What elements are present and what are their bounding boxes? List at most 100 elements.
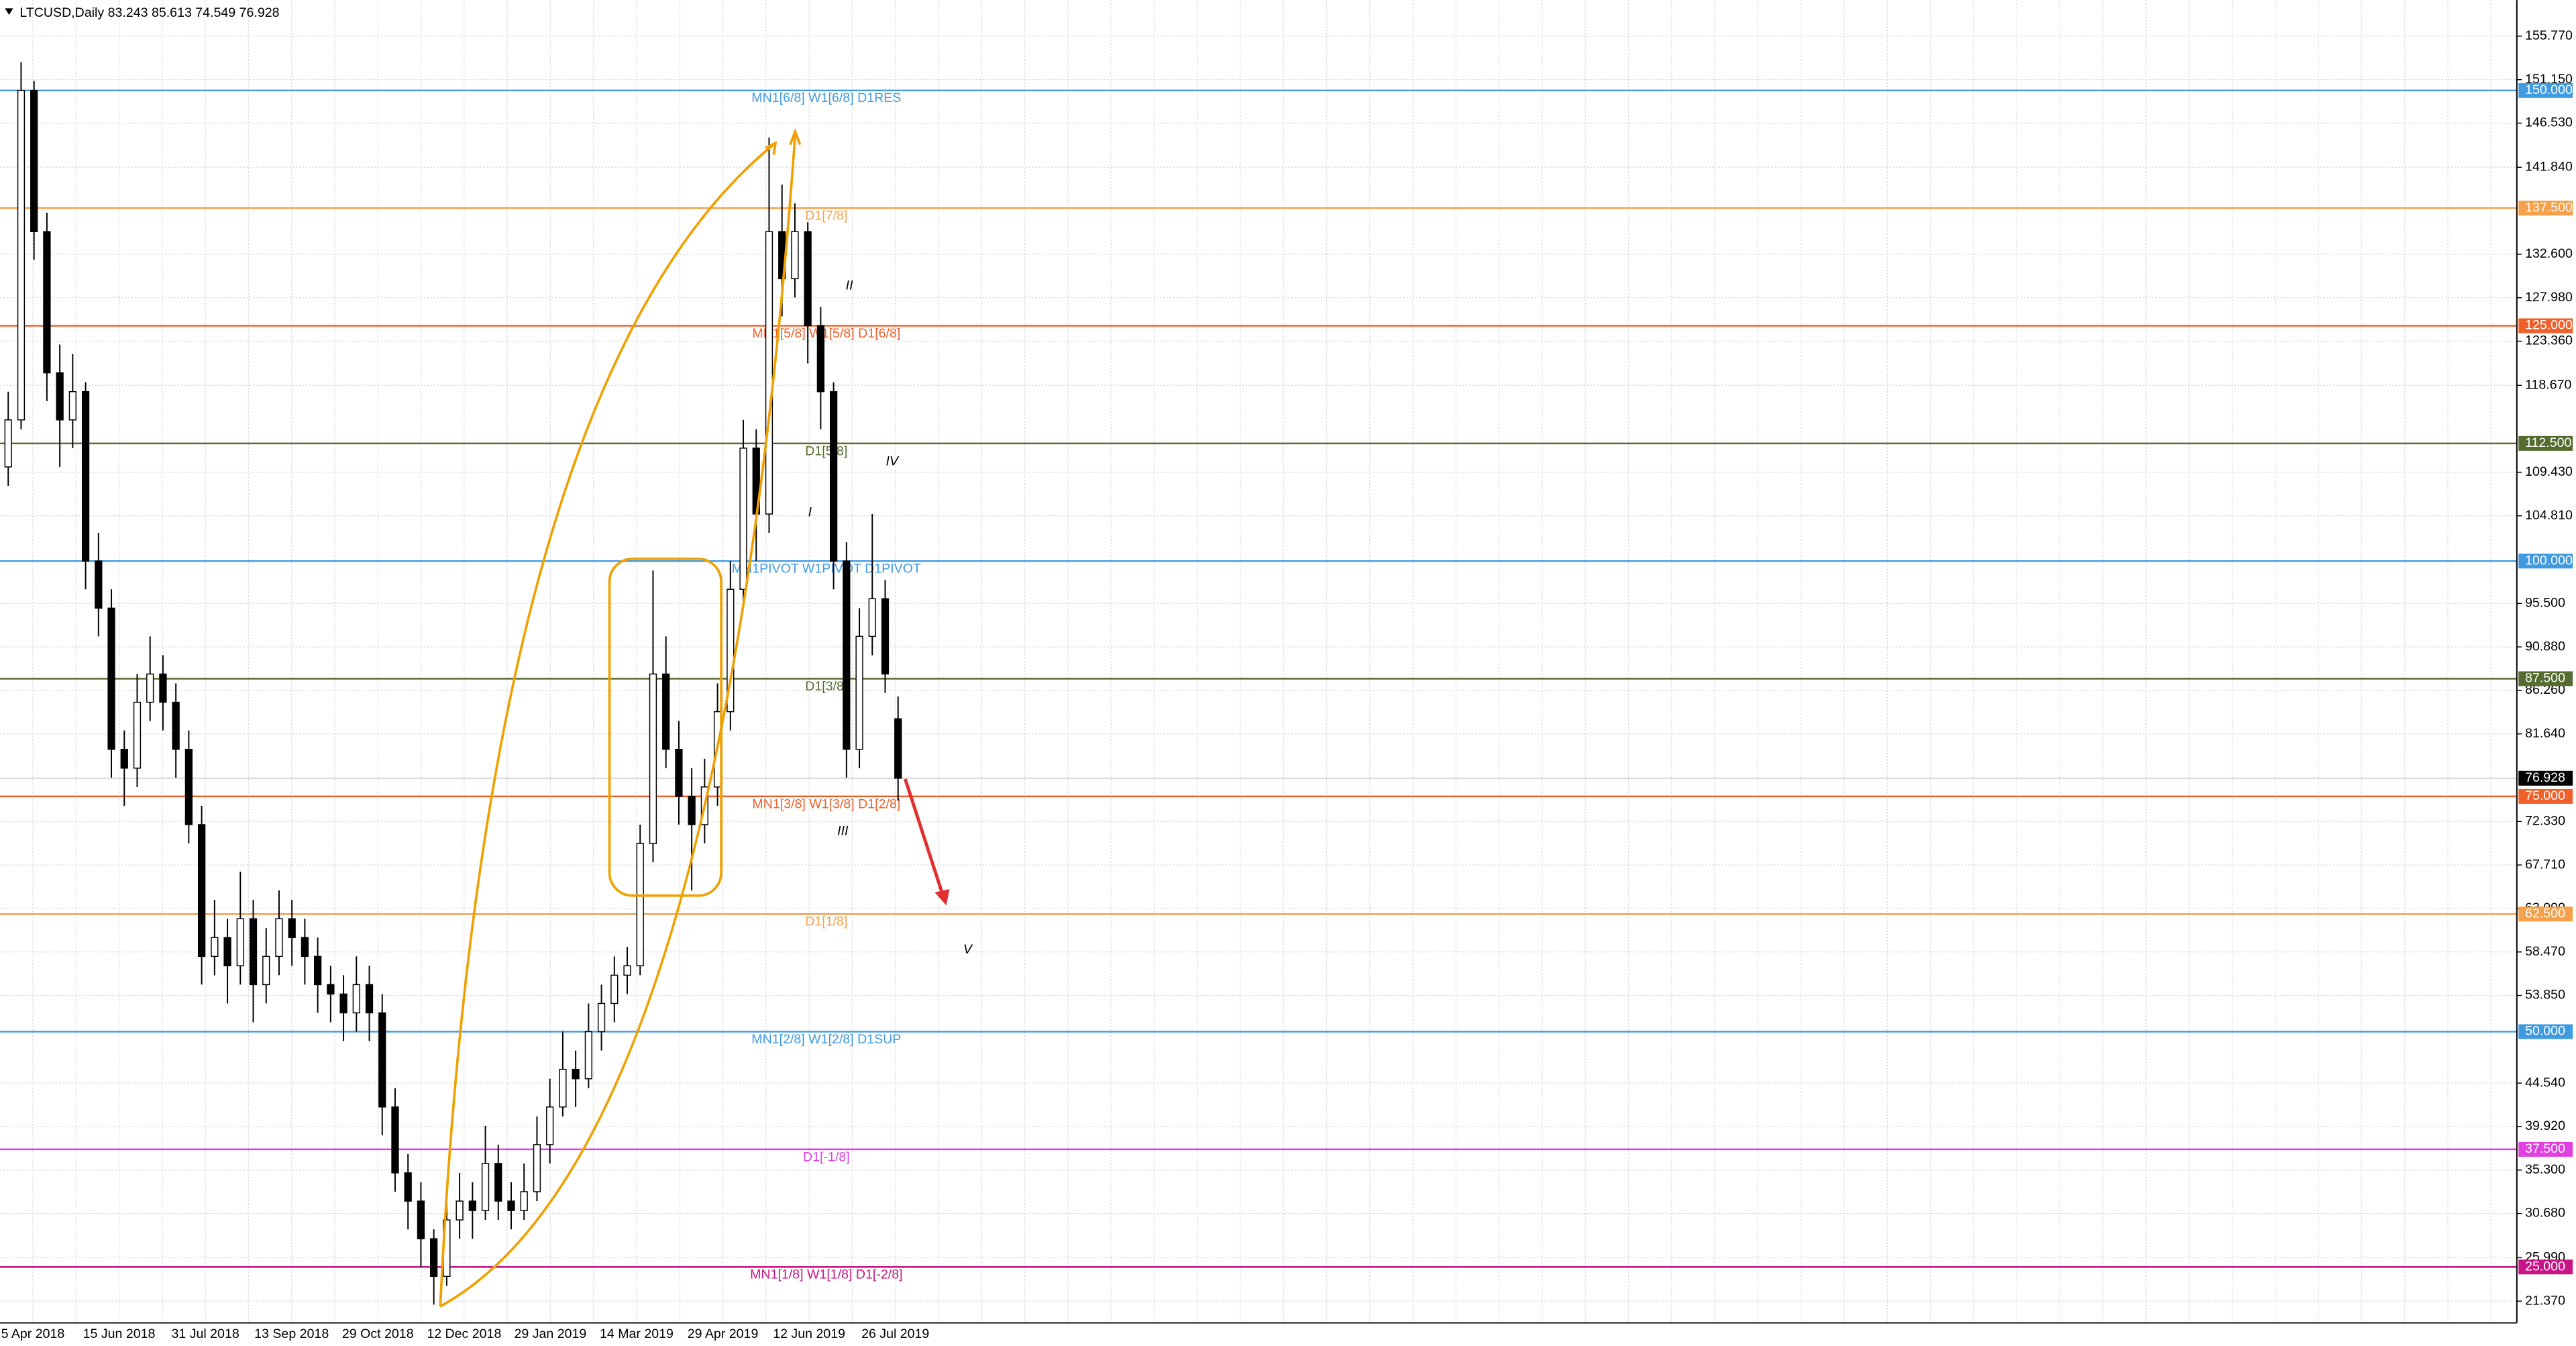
candle-body [610,974,619,1004]
level-price-box [2518,671,2573,686]
level-price-box [2518,1141,2573,1157]
y-tick-label: 35.300 [2525,1162,2565,1177]
candle-body [662,673,670,750]
level-text: D1[5/8] [805,444,847,458]
candle-body [455,1200,464,1221]
x-tick-label: 5 Apr 2018 [1,1327,65,1341]
level-price-label: 150.000 [2525,83,2573,97]
candle-body [313,955,322,986]
candle-body [597,1002,606,1033]
level-price-label: 100.000 [2525,553,2573,568]
candle-body [95,560,103,609]
candle-body [352,984,360,1014]
current-price-label: 76.928 [2525,770,2565,785]
menu-triangle [5,8,13,15]
level-price-label: 137.500 [2525,200,2573,215]
level-price-box [2518,201,2573,216]
level-text: D1[-1/8] [803,1149,850,1164]
candle-body [184,748,193,825]
chart-title: LTCUSD,Daily 83.243 85.613 74.549 76.928 [19,5,279,20]
y-tick-label: 58.470 [2525,944,2565,959]
y-tick-label: 53.850 [2525,988,2565,1002]
candle-body [43,231,51,374]
candle-body [468,1200,476,1211]
candle-body [339,993,347,1014]
candle-body [533,1144,541,1192]
y-tick-label: 109.430 [2525,464,2573,479]
y-tick-label: 104.810 [2525,508,2573,523]
wave-label: III [837,823,849,838]
candle-body [843,560,851,750]
candle-body [430,1238,438,1278]
candle-body [623,965,631,976]
y-tick-label: 90.880 [2525,639,2565,654]
candle-body [17,90,25,421]
candle-body [159,673,167,703]
candle-body [68,391,76,421]
candle-body [249,918,258,986]
x-tick-label: 29 Apr 2019 [688,1327,759,1341]
wave-label: V [963,942,973,957]
candle-body [365,984,374,1014]
candle-body [868,598,876,637]
candle-body [791,231,799,280]
candle-body [727,588,735,713]
candle-body [559,1068,567,1108]
candle-body [391,1106,399,1174]
candle-body [546,1106,554,1145]
candle-body [107,607,115,750]
level-price-label: 75.000 [2525,788,2565,803]
candle-body [572,1068,580,1080]
x-tick-label: 29 Jan 2019 [515,1327,587,1341]
level-text: MN1[2/8] W1[2/8] D1SUP [751,1032,901,1047]
y-tick-label: 146.530 [2525,115,2573,130]
candles [4,62,902,1305]
level-price-box [2518,1024,2573,1039]
x-tick-label: 15 Jun 2018 [83,1327,156,1341]
level-price-label: 37.500 [2525,1141,2565,1156]
level-price-box [2518,318,2573,333]
candle-body [404,1172,412,1202]
candle-body [133,701,142,769]
forecast-arrow [904,778,945,896]
candle-body [30,90,38,232]
candle-body [855,635,863,750]
candle-body [197,824,206,957]
candle-body [494,1163,502,1202]
candle-body [507,1200,515,1211]
level-text: D1[1/8] [805,915,847,929]
candle-body [327,984,335,995]
level-text: MN1[6/8] W1[6/8] D1RES [751,91,901,105]
x-tick-label: 26 Jul 2019 [861,1327,929,1341]
candle-body [236,918,244,967]
wave-label: II [846,278,853,293]
candle-body [301,937,309,957]
y-tick-label: 127.980 [2525,290,2573,305]
x-tick-label: 12 Jun 2019 [773,1327,845,1341]
y-tick-label: 72.330 [2525,813,2565,828]
level-text: MN1[1/8] W1[1/8] D1[-2/8] [750,1267,902,1282]
candle-body [146,673,154,703]
candle-body [675,748,683,797]
y-tick-label: 44.540 [2525,1075,2565,1090]
y-tick-label: 39.920 [2525,1119,2565,1133]
y-tick-label: 30.680 [2525,1206,2565,1221]
y-tick-label: 155.770 [2525,28,2573,43]
candle-body [56,372,64,421]
candle-body [4,419,12,468]
y-tick-label: 86.260 [2525,682,2565,697]
candle-body [120,748,128,769]
candle-body [211,937,219,957]
level-text: D1[3/8] [805,679,847,694]
forecast-arrowhead [934,889,950,906]
level-price-label: 125.000 [2525,318,2573,333]
x-tick-label: 14 Mar 2019 [600,1327,674,1341]
x-tick-label: 29 Oct 2018 [342,1327,414,1341]
level-text: MN1[3/8] W1[3/8] D1[2/8] [752,796,900,811]
candle-body [584,1031,592,1080]
level-price-box [2518,435,2573,451]
x-tick-label: 13 Sep 2018 [254,1327,329,1341]
candle-body [804,231,812,327]
